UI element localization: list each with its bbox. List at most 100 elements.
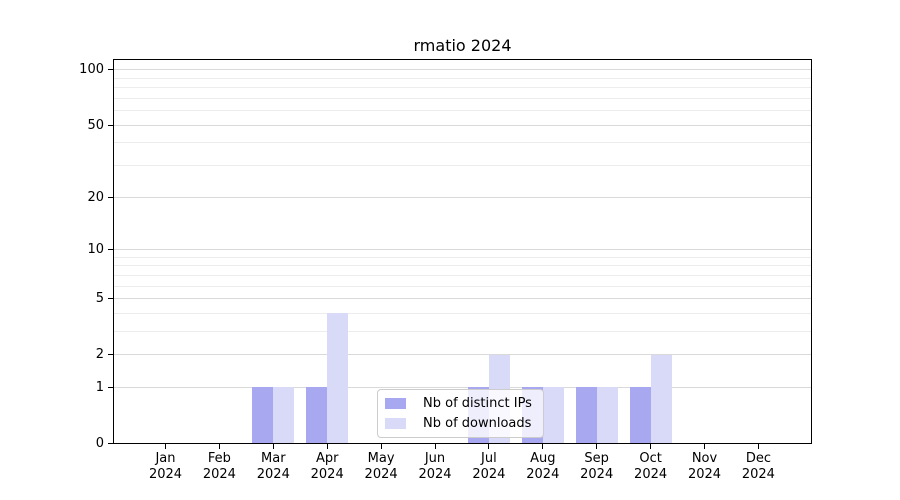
x-tick-year: 2024 xyxy=(634,467,668,482)
x-axis-tick xyxy=(757,444,759,449)
x-axis-tick-label: Jun 2024 xyxy=(405,451,465,483)
y-axis-tick-label: 20 xyxy=(87,189,104,205)
x-axis-tick-label: Sep 2024 xyxy=(567,451,627,483)
gridline-y-major xyxy=(114,69,811,71)
x-tick-month: Apr xyxy=(315,451,339,466)
x-axis-tick xyxy=(165,444,166,449)
x-tick-month: Dec xyxy=(745,451,771,466)
x-axis-tick xyxy=(542,444,544,449)
x-tick-year: 2024 xyxy=(580,467,614,482)
x-tick-year: 2024 xyxy=(741,467,775,482)
x-tick-month: Jul xyxy=(481,451,497,466)
y-axis-tick-label: 10 xyxy=(87,241,104,257)
x-tick-month: Jun xyxy=(424,451,446,466)
x-tick-year: 2024 xyxy=(687,467,722,482)
x-axis-tick-label: Oct 2024 xyxy=(621,451,681,483)
x-axis-tick-label: Jan 2024 xyxy=(136,451,196,483)
gridline-y-major xyxy=(114,354,811,356)
bar-distinct-ips xyxy=(306,387,328,444)
bar-distinct-ips xyxy=(629,387,651,444)
x-axis-tick-label: Feb 2024 xyxy=(189,451,249,483)
y-axis-tick xyxy=(108,69,113,71)
x-tick-month: Feb xyxy=(207,451,231,466)
x-axis-tick-label: Mar 2024 xyxy=(243,451,303,483)
y-axis-tick xyxy=(108,196,113,198)
x-tick-month: Oct xyxy=(639,451,662,466)
legend-entry-distinct-ips: Nb of distinct IPs xyxy=(385,395,543,412)
bar-downloads xyxy=(650,354,672,444)
gridline-y-minor xyxy=(114,142,811,144)
gridline-y-major xyxy=(114,124,811,126)
x-tick-year: 2024 xyxy=(256,467,290,482)
x-tick-year: 2024 xyxy=(310,467,344,482)
x-tick-month: Aug xyxy=(530,451,556,466)
y-axis-tick-label: 0 xyxy=(95,436,104,451)
gridline-y-minor xyxy=(114,312,811,314)
x-axis-tick-label: Dec 2024 xyxy=(728,451,788,483)
y-axis-tick-label: 2 xyxy=(95,347,104,363)
gridline-y-minor xyxy=(114,265,811,267)
x-tick-year: 2024 xyxy=(202,467,236,482)
y-axis-tick xyxy=(108,443,113,444)
chart-title: rmatio 2024 xyxy=(413,36,512,55)
gridline-y-minor xyxy=(114,165,811,167)
bar-distinct-ips xyxy=(252,387,274,444)
y-axis-tick xyxy=(108,386,113,388)
x-axis-tick xyxy=(650,444,652,449)
x-axis-tick xyxy=(380,444,382,449)
x-tick-month: Jan xyxy=(155,451,176,466)
gridline-y-major xyxy=(114,248,811,250)
x-axis-tick xyxy=(704,444,705,449)
y-axis-tick-label: 50 xyxy=(87,117,104,133)
gridline-y-major xyxy=(114,297,811,299)
gridline-y-minor xyxy=(114,87,811,89)
x-axis-tick xyxy=(596,444,598,449)
x-tick-year: 2024 xyxy=(364,467,398,482)
y-axis-tick-label: 100 xyxy=(79,62,104,78)
gridline-y-major xyxy=(114,196,811,198)
gridline-y-major xyxy=(114,386,811,388)
plot-area xyxy=(113,59,812,444)
gridline-y-minor xyxy=(114,330,811,332)
x-tick-month: Nov xyxy=(691,451,718,466)
y-axis-tick-label: 5 xyxy=(95,290,104,306)
gridline-y-minor xyxy=(114,274,811,276)
x-axis-tick-label: Apr 2024 xyxy=(297,451,357,483)
x-axis-tick xyxy=(272,444,274,449)
legend-swatch-downloads xyxy=(385,418,406,429)
x-tick-year: 2024 xyxy=(148,467,183,482)
y-axis-tick xyxy=(108,297,113,299)
x-axis-tick xyxy=(434,444,436,449)
gridline-y-minor xyxy=(114,256,811,258)
y-axis-tick xyxy=(108,248,113,250)
gridline-y-minor xyxy=(114,98,811,100)
x-axis-tick-label: Jul 2024 xyxy=(459,451,519,483)
gridline-y-minor xyxy=(114,77,811,79)
x-tick-year: 2024 xyxy=(472,467,506,482)
gridline-y-minor xyxy=(114,285,811,287)
y-axis-tick-label: 1 xyxy=(95,379,104,395)
x-tick-month: May xyxy=(367,451,395,466)
bar-downloads xyxy=(273,387,295,444)
x-tick-month: Sep xyxy=(584,451,609,466)
gridline-y-minor xyxy=(114,110,811,112)
bar-downloads xyxy=(542,387,564,444)
legend-label-distinct-ips: Nb of distinct IPs xyxy=(423,396,532,411)
bar-distinct-ips xyxy=(575,387,597,444)
bar-downloads xyxy=(327,313,349,444)
x-axis-tick xyxy=(488,444,490,449)
x-tick-year: 2024 xyxy=(418,467,452,482)
legend-entry-downloads: Nb of downloads xyxy=(385,415,543,432)
legend-swatch-distinct-ips xyxy=(385,398,406,409)
legend: Nb of distinct IPs Nb of downloads xyxy=(377,389,544,438)
x-tick-month: Mar xyxy=(261,451,286,466)
legend-label-downloads: Nb of downloads xyxy=(423,416,532,431)
y-axis-tick xyxy=(108,124,113,126)
y-axis-tick xyxy=(108,354,113,356)
x-axis-tick-label: Aug 2024 xyxy=(513,451,573,483)
x-axis-tick-label: May 2024 xyxy=(351,451,411,483)
x-tick-year: 2024 xyxy=(526,467,560,482)
bar-downloads xyxy=(596,387,618,444)
x-axis-tick-label: Nov 2024 xyxy=(675,451,735,483)
